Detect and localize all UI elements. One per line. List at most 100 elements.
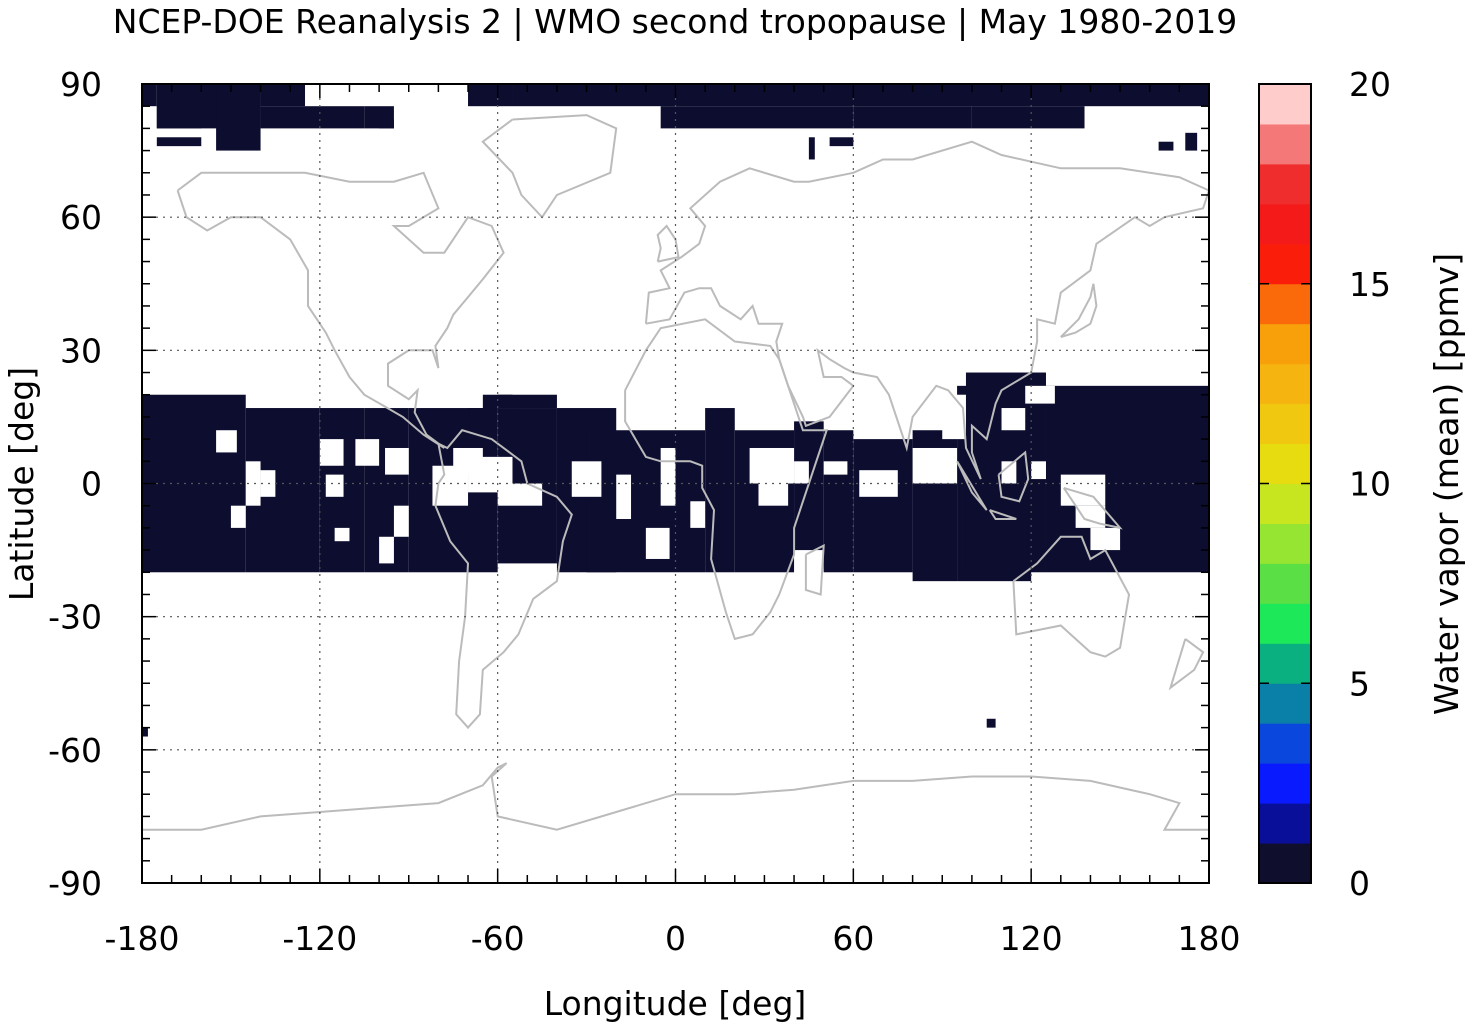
field-gap-27 [1031,461,1046,480]
coastline-1 [481,114,618,219]
field-gap-9 [393,505,409,537]
field-cell-14 [808,137,815,160]
y-tick-label: 0 [81,465,102,504]
grid-lines [142,84,1209,883]
colorbar-segment-10 [1259,443,1311,484]
field-cell-11 [853,106,972,129]
field-gap-15 [571,461,602,497]
field-cell-18 [142,394,246,573]
chart-title: NCEP-DOE Reanalysis 2 | WMO second tropo… [113,2,1237,41]
field-cell-36 [482,394,557,409]
colorbar-segment-13 [1259,323,1311,365]
field-gap-21 [758,474,789,506]
field-gap-30 [1090,527,1121,551]
field-gap-7 [355,439,380,466]
colorbar-tick-label: 15 [1349,265,1391,304]
y-axis-label: Latitude [deg] [2,367,41,601]
colorbar-segment-17 [1259,163,1311,205]
field-cell-13 [156,137,202,147]
colorbar-segment-8 [1259,523,1311,564]
field-cell-38 [142,727,148,737]
colorbar-segment-12 [1259,363,1311,405]
field-gap-28 [1060,474,1106,506]
colorbar-tick-label: 0 [1349,864,1370,903]
field-cell-9 [512,84,1209,107]
field-gap-25 [912,447,958,484]
field-gap-3 [230,505,246,528]
colorbar-segment-0 [1259,843,1311,884]
coastline-11 [1060,283,1098,338]
colorbar-segment-4 [1259,683,1311,724]
coastline-8 [997,450,1030,503]
colorbar-tick-label: 20 [1349,65,1391,104]
field-gap-33 [1025,385,1055,404]
field-cell-7 [379,119,394,129]
colorbar-segment-2 [1259,763,1311,804]
coastline-6 [1012,535,1131,658]
colorbar-segment-16 [1259,203,1311,245]
colorbar-segment-18 [1259,123,1311,165]
axes: -180 -120 -60 0 60 120 180 90 60 30 0 -30 -60 -90 [48,65,1240,958]
coastlines [142,114,1211,831]
field-cell-39 [986,718,996,728]
coastline-5 [656,224,680,263]
x-tick-label: -180 [105,919,180,958]
field-gap-0 [216,430,237,453]
coastline-3 [624,318,829,641]
colorbar-segment-14 [1259,283,1311,325]
field-gap-18 [645,527,670,559]
coastline-14 [142,762,1209,831]
y-tick-label: -90 [48,864,102,903]
field-gap-26 [1001,461,1017,484]
colorbar-label: Water vapor (mean) [ppmv] [1427,253,1466,715]
field-cell-5 [260,106,365,129]
field-gap-17 [660,447,676,506]
field-cell-12 [971,106,1085,129]
field-gap-6 [319,439,344,466]
field-cell-29 [823,430,854,573]
x-tick-label: -60 [471,919,525,958]
field-cell-17 [1158,141,1174,151]
colorbar-segment-7 [1259,563,1311,604]
field-gap-4 [325,474,344,497]
field-cell-37 [468,408,498,431]
y-tick-label: -30 [48,598,102,637]
field-cell-16 [1185,132,1198,151]
field-cell-15 [829,137,854,147]
colorbar-segment-1 [1259,803,1311,844]
coastline-13 [1168,638,1205,691]
coastline-2 [434,429,573,730]
y-tick-label: 90 [60,65,102,104]
coastline-12 [804,543,825,596]
y-tick-label: 30 [60,331,102,370]
colorbar-segment-19 [1259,84,1311,125]
x-tick-label: 120 [1000,919,1063,958]
field-gap-1 [245,461,261,506]
field-cell-26 [705,408,735,573]
field-gap-8 [385,447,409,475]
field-cell-30 [853,439,913,573]
colorbar: 0 5 10 15 20 [1258,65,1391,903]
colorbar-segment-9 [1259,483,1311,524]
coastline-9 [1062,486,1123,530]
field-gap-32 [1001,408,1026,431]
field-cell-2 [156,106,202,129]
field-cell-4 [260,84,306,107]
y-tick-label: 60 [60,198,102,237]
field-gap-2 [260,470,276,497]
coastline-7 [956,460,988,511]
colorbar-tick-label: 5 [1349,664,1370,703]
colorbar-segment-15 [1259,243,1311,285]
field-gap-10 [379,536,394,564]
colorbar-tick-label: 10 [1349,465,1391,504]
y-tick-label: -60 [48,731,102,770]
field-cell-8 [468,84,513,107]
x-tick-label: 60 [832,919,874,958]
colorbar-segment-5 [1259,643,1311,684]
x-tick-label: -120 [282,919,357,958]
field-gap-16 [616,474,632,520]
coastline-4 [644,140,1211,480]
field-gap-5 [334,527,350,542]
field-gap-31 [942,394,966,440]
